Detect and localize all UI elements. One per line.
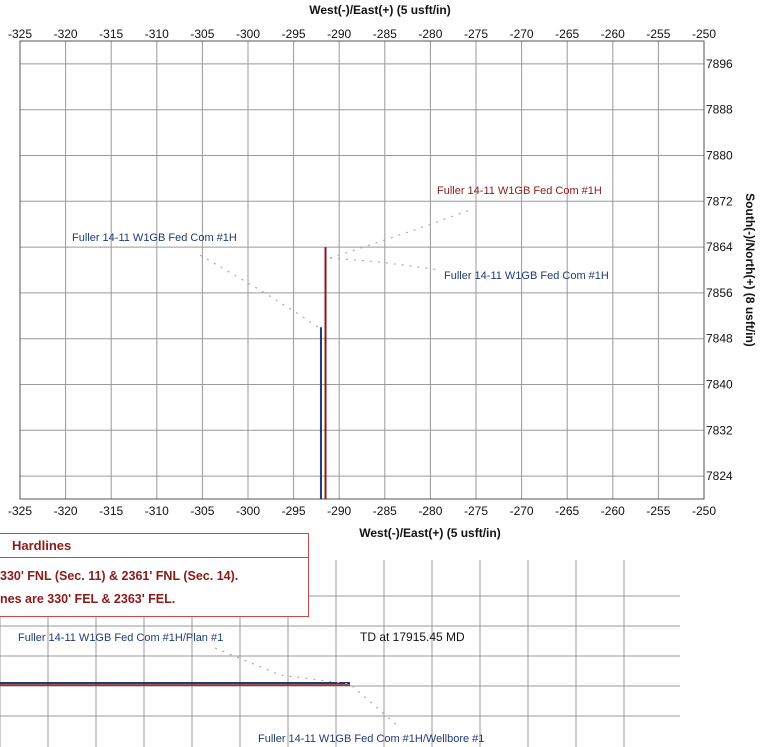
label-blue-left: Fuller 14-11 W1GB Fed Com #1H — [72, 232, 237, 244]
x-tick-label-top: -290 — [327, 27, 351, 41]
hardlines-divider — [0, 557, 308, 558]
x-tick-label-bottom: -305 — [190, 504, 214, 518]
y-tick-label: 7848 — [706, 332, 733, 346]
label-red-top: Fuller 14-11 W1GB Fed Com #1H — [437, 185, 602, 197]
x-tick-label-top: -280 — [418, 27, 442, 41]
x-tick-label-top: -300 — [236, 27, 260, 41]
x-tick-label-top: -305 — [190, 27, 214, 41]
label-blue-right: Fuller 14-11 W1GB Fed Com #1H — [444, 270, 609, 282]
hardlines-line-1: 330' FNL (Sec. 11) & 2361' FNL (Sec. 14)… — [0, 569, 239, 583]
x-tick-label-top: -270 — [510, 27, 534, 41]
hardlines-line-2: nes are 330' FEL & 2363' FEL. — [0, 592, 176, 606]
x-tick-label-top: -260 — [601, 27, 625, 41]
x-tick-label-bottom: -275 — [464, 504, 488, 518]
lower-td-label: TD at 17915.45 MD — [360, 630, 465, 644]
lower-dotted-guide — [214, 647, 401, 729]
y-ticks: 7824 7832 7840 7848 7856 7864 7872 7880 7888 7896 — [706, 57, 733, 483]
x-tick-label-top: -310 — [145, 27, 169, 41]
hardlines-box: Hardlines 330' FNL (Sec. 11) & 2361' FNL… — [0, 533, 309, 617]
plot-frame — [19, 40, 705, 500]
x-tick-label-bottom: -280 — [418, 504, 442, 518]
x-tick-label-top: -265 — [555, 27, 579, 41]
y-tick-label: 7824 — [706, 469, 733, 483]
guide-dotted-upper — [329, 209, 471, 259]
x-tick-label-bottom: -300 — [236, 504, 260, 518]
x-tick-label-bottom: -260 — [601, 504, 625, 518]
x-tick-label-bottom: -285 — [373, 504, 397, 518]
x-tick-label-top: -275 — [464, 27, 488, 41]
top-x-axis-title: West(-)/East(+) (5 usft/in) — [309, 3, 450, 17]
hardlines-title: Hardlines — [12, 538, 72, 553]
y-tick-label: 7832 — [706, 423, 733, 437]
y-axis-title: South(-)/North(+) (8 usft/in) — [743, 193, 757, 347]
lower-plan-label: Fuller 14-11 W1GB Fed Com #1H/Plan #1 — [18, 632, 223, 644]
x-tick-label-bottom: -315 — [99, 504, 123, 518]
x-tick-label-bottom: -295 — [282, 504, 306, 518]
x-tick-label-top: -295 — [282, 27, 306, 41]
x-tick-label-top: -320 — [54, 27, 78, 41]
y-tick-label: 7856 — [706, 286, 733, 300]
x-tick-label-bottom: -320 — [54, 504, 78, 518]
y-tick-label: 7896 — [706, 57, 733, 71]
x-tick-label-top: -315 — [99, 27, 123, 41]
x-tick-label-bottom: -270 — [510, 504, 534, 518]
y-tick-label: 7888 — [706, 103, 733, 117]
guide-dotted-right — [329, 257, 441, 271]
y-tick-label: 7880 — [706, 149, 733, 163]
x-tick-label-bottom: -255 — [646, 504, 670, 518]
y-tick-label: 7872 — [706, 194, 733, 208]
x-tick-label-bottom: -290 — [327, 504, 351, 518]
bottom-x-ticks: -325 -320 -315 -310 -305 -300 -295 -290 -285 -280… — [8, 504, 716, 518]
bottom-x-axis-title: West(-)/East(+) (5 usft/in) — [359, 526, 500, 540]
y-tick-label: 7864 — [706, 240, 733, 254]
x-tick-label-top: -255 — [646, 27, 670, 41]
series-layer — [319, 247, 327, 499]
x-tick-label-top: -285 — [373, 27, 397, 41]
x-tick-label-top: -325 — [8, 27, 32, 41]
x-tick-label-bottom: -265 — [555, 504, 579, 518]
x-tick-label-bottom: -325 — [8, 504, 32, 518]
grid — [19, 41, 705, 499]
lower-plot-grid — [0, 560, 680, 747]
x-tick-label-bottom: -310 — [145, 504, 169, 518]
top-x-ticks: -325 -320 -315 -310 -305 -300 -295 -290 -285 -280… — [8, 27, 716, 41]
x-tick-label-bottom: -250 — [692, 504, 716, 518]
x-tick-label-top: -250 — [692, 27, 716, 41]
guide-dotted-left — [199, 254, 323, 331]
y-tick-label: 7840 — [706, 378, 733, 392]
lower-wellbore-label: Fuller 14-11 W1GB Fed Com #1H/Wellbore #… — [258, 733, 484, 745]
